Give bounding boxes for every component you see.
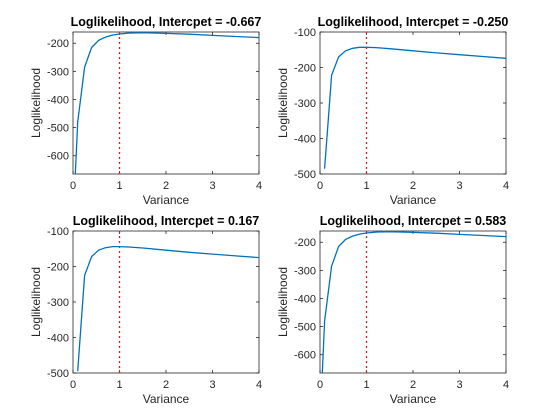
y-axis-label: Loglikelihood — [29, 68, 43, 138]
plot-area — [319, 230, 507, 374]
x-tick-label: 1 — [116, 379, 122, 391]
y-tick-label: -200 — [294, 63, 316, 75]
y-tick-label: -300 — [294, 265, 316, 277]
y-tick-label: -200 — [47, 262, 69, 274]
y-tick-label: -400 — [294, 293, 316, 305]
chart-title: Loglikelihood, Intercpet = -0.250 — [318, 15, 509, 29]
chart-title: Loglikelihood, Intercpet = 0.583 — [320, 214, 507, 228]
y-tick-label: -500 — [47, 123, 69, 135]
y-tick-label: -600 — [294, 350, 316, 362]
y-tick-label: -200 — [47, 38, 69, 50]
x-tick-label: 0 — [70, 180, 76, 192]
x-tick-label: 4 — [503, 379, 509, 391]
x-tick-label: 3 — [209, 379, 215, 391]
y-tick-label: -100 — [294, 27, 316, 39]
x-tick-label: 0 — [317, 379, 323, 391]
y-tick-label: -300 — [47, 297, 69, 309]
x-axis-label: Variance — [390, 193, 437, 207]
series-line-1 — [321, 231, 506, 373]
x-tick-label: 1 — [363, 379, 369, 391]
subplot-3: 0 1 2 3 4 -500 -400 -300 -200 -100 Loglikelihood, … — [29, 214, 262, 406]
subplot-2: 0 1 2 3 4 -500 -400 -300 -200 -100Loglikelihood, … — [276, 15, 509, 207]
plot-area — [72, 230, 260, 374]
y-tick-label: -400 — [294, 134, 316, 146]
x-tick-label: 0 — [317, 180, 323, 192]
x-tick-label: 2 — [410, 180, 416, 192]
y-tick-label: -400 — [47, 94, 69, 106]
x-tick-label: 2 — [163, 379, 169, 391]
y-tick-label: -500 — [294, 322, 316, 334]
x-tick-label: 2 — [163, 180, 169, 192]
x-axis-label: Variance — [143, 392, 190, 406]
plot-area — [319, 31, 507, 175]
y-tick-label: -600 — [47, 151, 69, 163]
y-tick-label: -200 — [294, 237, 316, 249]
subplot-4: 0 1 2 3 4 -600 -500 -400 -300 -200 Loglikelihood, … — [276, 214, 509, 406]
x-tick-label: 1 — [363, 180, 369, 192]
x-tick-label: 2 — [410, 379, 416, 391]
y-tick-label: -300 — [294, 98, 316, 110]
y-tick-label: -300 — [47, 66, 69, 78]
chart-title: Loglikelihood, Intercpet = 0.167 — [73, 214, 260, 228]
x-tick-label: 0 — [70, 379, 76, 391]
x-tick-label: 1 — [116, 180, 122, 192]
x-axis-label: Variance — [390, 392, 437, 406]
x-tick-label: 3 — [456, 180, 462, 192]
chart-title: Loglikelihood, Intercpet = -0.667 — [71, 15, 262, 29]
series-line-1 — [323, 46, 506, 169]
x-tick-label: 4 — [256, 180, 262, 192]
x-axis-label: Variance — [143, 193, 190, 207]
y-axis-label: Loglikelihood — [276, 68, 290, 138]
y-axis-label: Loglikelihood — [29, 267, 43, 337]
x-tick-label: 3 — [456, 379, 462, 391]
series-line-1 — [74, 32, 259, 174]
x-tick-label: 4 — [256, 379, 262, 391]
plot-area — [72, 31, 260, 175]
y-axis-label: Loglikelihood — [276, 267, 290, 337]
x-tick-label: 3 — [209, 180, 215, 192]
y-tick-label: -400 — [47, 333, 69, 345]
y-tick-label: -500 — [294, 169, 316, 181]
subplot-1: 0 1 2 3 4 -600 -500 -400 -300 -200Loglikelihood, … — [29, 15, 262, 207]
y-tick-label: -100 — [47, 226, 69, 238]
x-tick-label: 4 — [503, 180, 509, 192]
y-tick-label: -500 — [47, 368, 69, 380]
series-line-1 — [77, 245, 259, 372]
